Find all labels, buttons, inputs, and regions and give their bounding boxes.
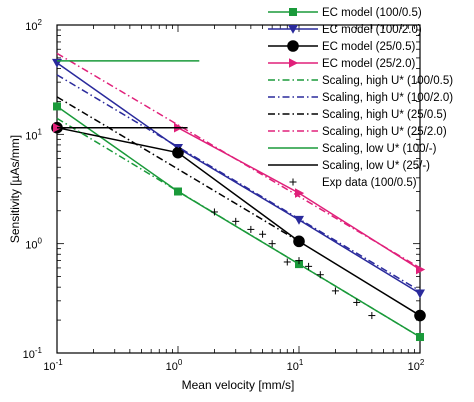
marker-square — [416, 333, 424, 342]
series-layer — [51, 52, 426, 342]
legend-label: EC model (25/0.5) — [322, 41, 415, 53]
series-line — [56, 96, 300, 242]
x-axis-title: Mean velocity [mm/s] — [182, 378, 295, 392]
legend-label: Scaling, high U* (100/0.5) — [322, 75, 453, 87]
y-tick-label: 10-1 — [23, 346, 43, 361]
x-tick-label: 100 — [166, 358, 183, 373]
marker-triangle-down — [288, 25, 298, 34]
legend-label: Scaling, low U* (100/-) — [322, 143, 437, 155]
series-5 — [56, 74, 421, 292]
legend-label: EC model (25/2.0) — [322, 58, 415, 70]
series-4 — [56, 117, 421, 338]
series-line — [56, 62, 421, 295]
legend-label: Scaling, high U* (25/2.0) — [322, 126, 447, 138]
legend-entry: Scaling, high U* (25/2.0) — [268, 126, 447, 138]
legend-entry: Scaling, high U* (100/0.5) — [268, 75, 453, 87]
series-line — [56, 126, 421, 317]
y-tick-label: 101 — [25, 127, 42, 142]
legend-entry: EC model (100/2.0) — [268, 24, 422, 36]
y-tick-label: 102 — [25, 18, 42, 33]
marker-triangle-right — [289, 58, 299, 68]
series-10 — [210, 208, 376, 320]
legend-entry: Scaling, high U* (100/2.0) — [268, 92, 453, 104]
legend-entry: EC model (25/0.5) — [268, 40, 415, 53]
legend-label: Scaling, high U* (100/2.0) — [322, 92, 453, 104]
x-tick-label: 101 — [287, 358, 304, 373]
series-6 — [56, 96, 300, 242]
marker-circle — [172, 146, 184, 159]
axis-ticks — [56, 25, 420, 354]
marker-square — [289, 8, 297, 16]
plot-frame — [56, 24, 421, 354]
legend-entry: Scaling, low U* (100/-) — [268, 143, 437, 155]
legend-entry: EC model (100/0.5) — [268, 7, 422, 19]
x-tick-label: 102 — [408, 358, 425, 373]
legend-label: Scaling, high U* (25/0.5) — [322, 109, 447, 121]
marker-triangle-down — [415, 289, 425, 299]
series-line — [56, 74, 421, 292]
legend-entry: Scaling, low U* (25/-) — [268, 160, 430, 172]
legend-entry: Scaling, high U* (25/0.5) — [268, 109, 447, 121]
legend-label: Exp data (100/0.5) — [322, 177, 417, 189]
legend-label: Scaling, low U* (25/-) — [322, 160, 430, 172]
marker-circle — [287, 40, 299, 52]
marker-triangle-right — [416, 264, 426, 275]
series-1 — [52, 58, 425, 299]
marker-circle — [414, 309, 426, 322]
legend-entry: EC model (25/2.0) — [268, 58, 415, 70]
y-tick-label: 100 — [25, 237, 42, 252]
legend-label: EC model (100/2.0) — [322, 24, 422, 36]
marker-square — [53, 102, 61, 111]
series-7 — [56, 52, 421, 269]
series-line — [56, 52, 421, 269]
series-line — [56, 117, 421, 338]
legend-entry: Exp data (100/0.5) — [289, 177, 417, 189]
marker-square — [295, 260, 303, 269]
legend: EC model (100/0.5) EC model (100/2.0) EC m… — [268, 7, 453, 189]
x-tick-label: 10-1 — [43, 358, 63, 373]
tick-labels: 10-1 100 101 102 10-1 100 101 102 — [23, 18, 425, 373]
y-axis-title: Sensitivity [µAs/mm] — [8, 135, 22, 243]
legend-label: EC model (100/0.5) — [322, 7, 422, 19]
